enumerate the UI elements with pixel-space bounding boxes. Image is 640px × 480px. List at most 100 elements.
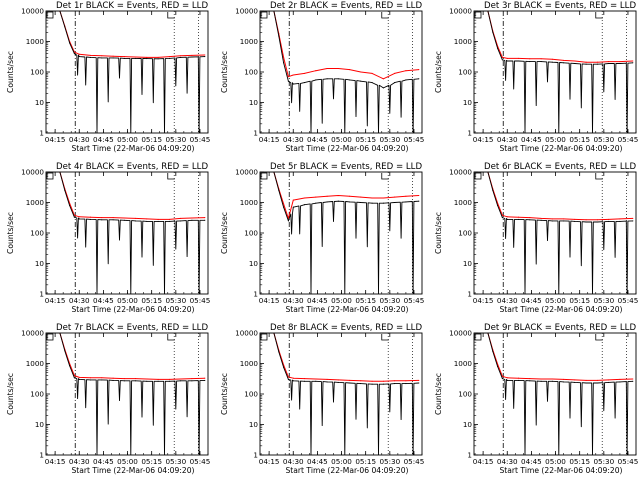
- events-series-line: [46, 11, 205, 133]
- events-series-line-point: [517, 60, 520, 62]
- x-tick-label: 05:00: [545, 296, 566, 305]
- x-tick-label: 05:15: [569, 135, 590, 144]
- lld-series-line: [260, 11, 419, 80]
- lld-series-line-point: [382, 197, 384, 199]
- y-tick-label: 10000: [21, 168, 44, 177]
- events-series-line-point: [69, 365, 71, 367]
- lld-series-line-point: [303, 378, 306, 380]
- lld-series-line-point: [89, 377, 92, 379]
- events-series-line-point: [517, 379, 520, 381]
- y-tick-label: 1: [253, 129, 258, 138]
- x-tick-label: 05:30: [379, 135, 400, 144]
- lld-series-line-point: [632, 60, 634, 62]
- events-series-line-point: [497, 47, 499, 49]
- events-series-line-point: [292, 380, 294, 382]
- bracket-mark: [595, 173, 603, 180]
- lld-series-line-point: [204, 217, 206, 219]
- lld-series-line-point: [563, 378, 565, 380]
- events-series-line-point: [574, 381, 576, 383]
- corner-box: [474, 172, 482, 180]
- y-axis-label: Counts/sec: [6, 373, 15, 415]
- x-axis-label: Start Time (22-Mar-06 04:09:20): [71, 144, 194, 153]
- x-tick-label: 05:45: [190, 135, 211, 144]
- events-series-line-point: [619, 381, 621, 383]
- events-series-line-point: [303, 82, 306, 84]
- events-series-line-point: [405, 201, 407, 203]
- events-series-line-point: [180, 220, 182, 222]
- y-tick-label: 10: [463, 259, 473, 268]
- lld-series-line-point: [405, 380, 407, 382]
- events-series-line-point: [619, 62, 621, 65]
- events-series-line-point: [394, 383, 396, 385]
- events-series-line-point: [135, 380, 137, 382]
- x-tick-label: 04:45: [521, 457, 542, 466]
- y-tick-label: 1: [39, 451, 44, 460]
- lld-series-line-point: [337, 67, 339, 70]
- events-series-line-point: [608, 62, 610, 65]
- events-series-line-point: [529, 219, 531, 221]
- x-tick-label: 05:30: [165, 296, 186, 305]
- events-series-line-point: [337, 200, 339, 202]
- lld-series-line: [474, 172, 633, 221]
- lld-series-line-point: [632, 378, 634, 380]
- events-series-line-point: [89, 379, 92, 381]
- events-series-line-point: [418, 200, 420, 202]
- events-series-line-point: [204, 379, 206, 381]
- events-series-line-point: [405, 383, 407, 385]
- events-series-line-point: [506, 218, 508, 220]
- lld-series-line-point: [287, 76, 289, 78]
- y-axis-label: Counts/sec: [220, 373, 229, 415]
- lld-series-line-point: [619, 378, 621, 380]
- events-series-line-point: [191, 380, 193, 382]
- events-series-line-point: [563, 62, 565, 64]
- events-series-line-point: [73, 216, 75, 218]
- lld-series-line-point: [315, 378, 317, 380]
- panel-det-3: Det 3r BLACK = Events, RED = LLD Counts/s…: [434, 1, 638, 153]
- events-series-line-point: [64, 350, 66, 352]
- events-series-line-point: [574, 220, 576, 222]
- lld-series-line-point: [596, 61, 598, 63]
- events-series-line-point: [574, 62, 576, 65]
- events-series-line-point: [73, 377, 75, 379]
- lld-series-line-point: [337, 379, 339, 381]
- y-tick-label: 100: [30, 390, 44, 399]
- events-series-line-point: [596, 382, 598, 384]
- y-axis-label: Counts/sec: [434, 51, 443, 93]
- events-series-line-point: [619, 220, 621, 222]
- x-tick-label: 05:45: [618, 135, 639, 144]
- bracket-mark: [381, 12, 389, 19]
- y-tick-label: 100: [244, 390, 258, 399]
- x-axis-label: Start Time (22-Mar-06 04:09:20): [71, 305, 194, 314]
- lld-series-line-point: [632, 217, 634, 219]
- events-series-line-point: [563, 381, 565, 383]
- corner-box: [260, 333, 268, 341]
- lld-series-line-point: [146, 218, 148, 220]
- lld-series-line-point: [371, 380, 373, 382]
- y-tick-label: 100: [244, 68, 258, 77]
- y-tick-label: 1: [467, 129, 472, 138]
- y-axis-label: Counts/sec: [434, 373, 443, 415]
- x-tick-label: 04:15: [259, 457, 280, 466]
- events-series-line-point: [585, 221, 587, 223]
- lld-series-line-point: [517, 57, 520, 59]
- x-tick-label: 04:45: [93, 457, 114, 466]
- x-tick-label: 04:45: [307, 296, 328, 305]
- events-series-line: [46, 333, 205, 455]
- events-series-line-point: [540, 61, 542, 63]
- panel-title: Det 7r BLACK = Events, RED = LLD: [56, 323, 208, 333]
- x-axis-label: Start Time (22-Mar-06 04:09:20): [71, 466, 194, 475]
- y-tick-label: 1000: [26, 37, 45, 46]
- lld-series-line-point: [168, 378, 170, 380]
- lld-series-line-point: [418, 379, 420, 381]
- x-tick-label: 04:30: [69, 135, 90, 144]
- panel-det-5: Det 5r BLACK = Events, RED = LLD Counts/s…: [220, 162, 424, 314]
- y-tick-label: 100: [458, 68, 472, 77]
- y-tick-label: 1: [467, 290, 472, 299]
- events-series-line-point: [123, 219, 125, 221]
- lld-series-line-point: [146, 378, 148, 380]
- x-tick-label: 04:15: [473, 457, 494, 466]
- lld-series-line-point: [123, 56, 125, 58]
- x-tick-label: 05:30: [379, 296, 400, 305]
- lld-series-line-point: [360, 196, 362, 198]
- x-tick-label: 05:15: [141, 296, 162, 305]
